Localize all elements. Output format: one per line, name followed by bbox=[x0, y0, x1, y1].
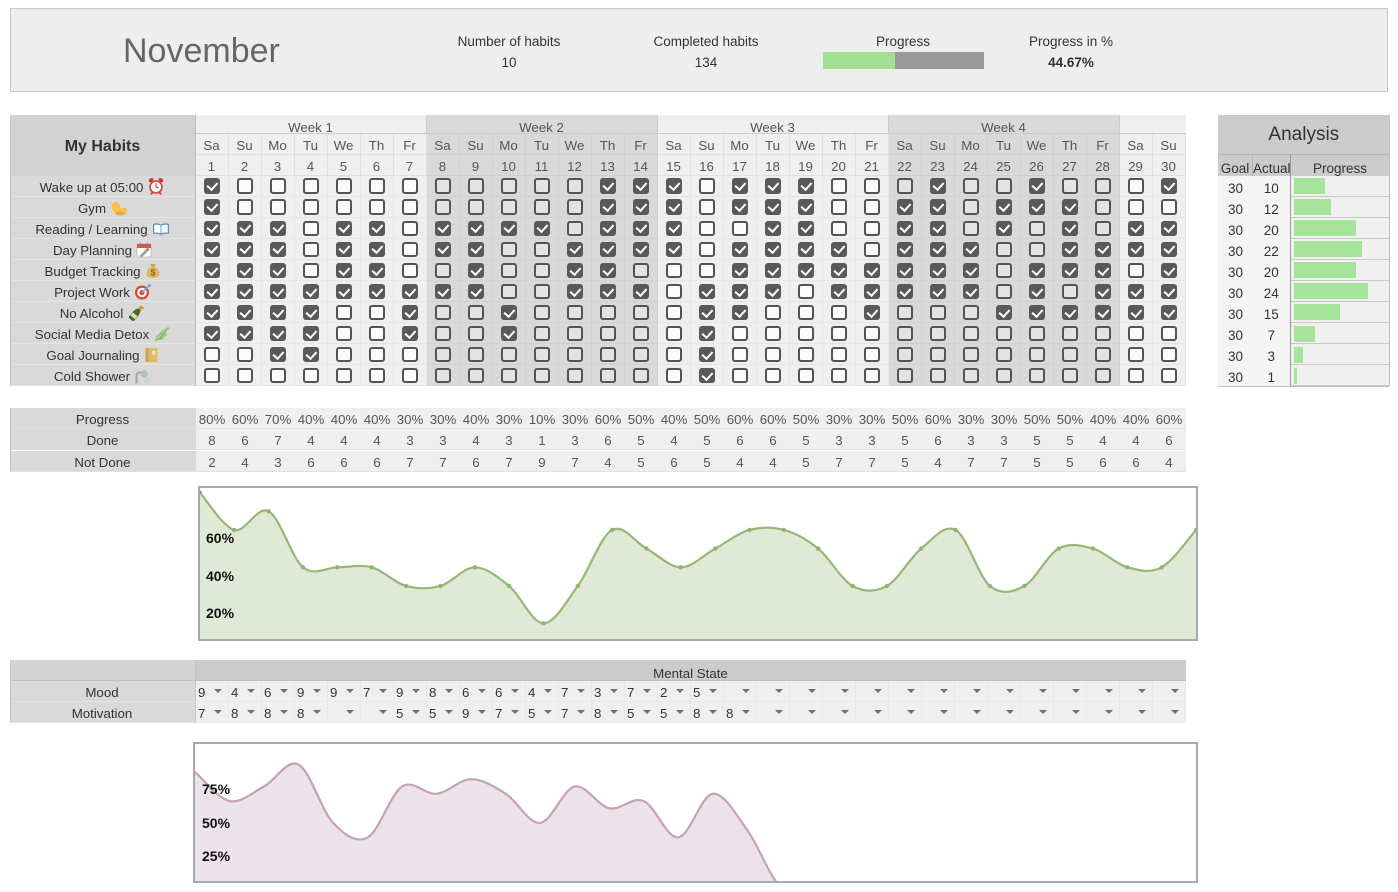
svg-text:$: $ bbox=[150, 267, 155, 277]
